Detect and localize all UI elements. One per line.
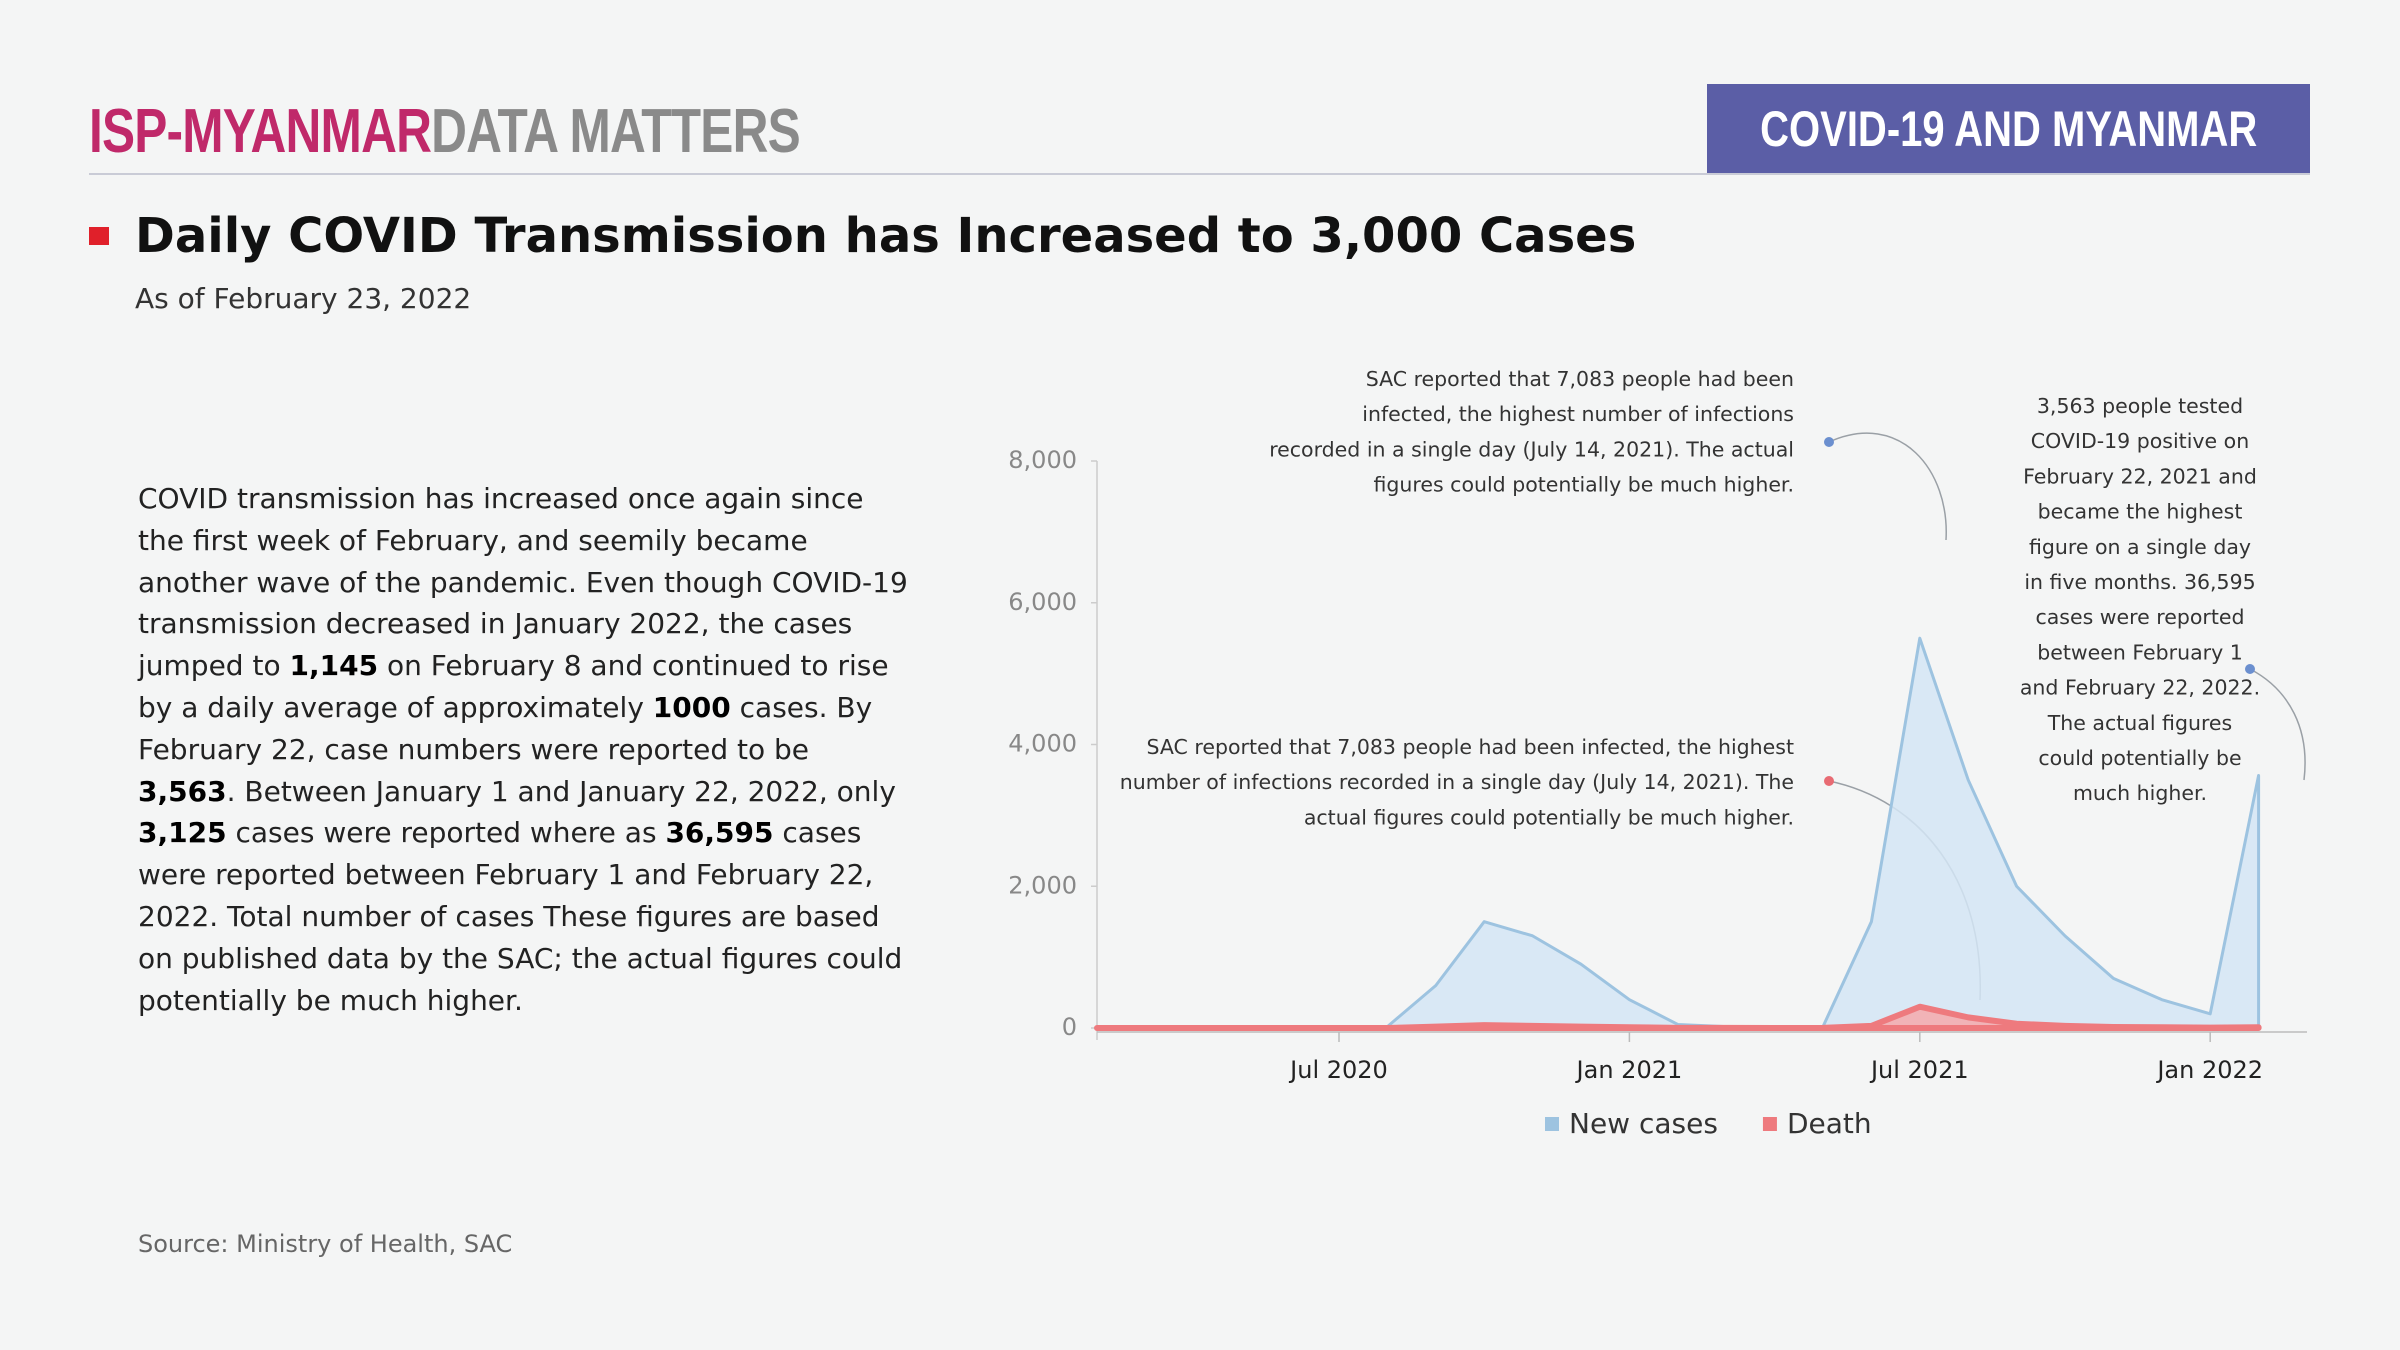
brand-tagline: DATA MATTERS <box>431 97 801 166</box>
body-figure: 1000 <box>652 690 731 724</box>
annotation-text: The actual figures <box>2047 711 2232 735</box>
body-text-run: COVID transmission has increased once ag… <box>138 482 908 683</box>
brand: ISP-MYANMARDATA MATTERS <box>89 96 801 167</box>
annotation-text: 3,563 people tested <box>2037 394 2243 418</box>
body-figure: 3,563 <box>138 774 227 808</box>
body-text-run: on February 8 and continued to rise by a… <box>138 649 889 724</box>
annotation-text: in five months. 36,595 <box>2024 570 2255 594</box>
annotation-dot <box>2245 664 2255 674</box>
annotation-text: could potentially be <box>2038 746 2241 770</box>
body-figure: 36,595 <box>665 816 774 850</box>
annotation-text: figures could potentially be much higher… <box>1373 473 1794 497</box>
annotation-text: became the highest <box>2038 500 2243 524</box>
y-tick-label: 4,000 <box>1008 730 1077 758</box>
body-text-run: . Between January 1 and January 22, 2022… <box>226 774 896 808</box>
area-series <box>1094 1003 2262 1031</box>
chart-title: Daily COVID Transmission has Increased t… <box>135 208 1637 264</box>
y-tick-label: 0 <box>1062 1013 1077 1041</box>
x-tick-label: Jan 2022 <box>2155 1056 2263 1084</box>
y-tick-label: 2,000 <box>1008 871 1077 899</box>
annotation-text: infected, the highest number of infectio… <box>1362 402 1794 426</box>
annotation-text: much higher. <box>2073 781 2207 805</box>
annotation-dot <box>1824 437 1834 447</box>
body-figure: 1,145 <box>289 649 379 683</box>
title-marker <box>89 227 109 245</box>
y-tick-label: 8,000 <box>1008 446 1077 474</box>
body-text-run: cases were reported where as <box>226 816 666 850</box>
annotation-text: SAC reported that 7,083 people had been <box>1366 367 1794 391</box>
annotation-dot <box>1824 776 1834 786</box>
header-rule <box>89 173 2310 175</box>
annotation-connector <box>2249 668 2306 781</box>
body-text: COVID transmission has increased once ag… <box>138 478 913 1021</box>
body-figure: 3,125 <box>138 816 227 850</box>
legend-swatch <box>1545 1117 1559 1131</box>
legend-label: Death <box>1787 1107 1872 1140</box>
body-text-run: cases. By February 22, case numbers were… <box>138 690 873 766</box>
brand-name: ISP-MYANMAR <box>89 97 432 166</box>
body-text-run: cases were reported between February 1 a… <box>138 816 903 1017</box>
topic-text: COVID-19 AND MYANMAR <box>1759 100 2258 157</box>
annotation-text: COVID-19 positive on <box>2031 429 2249 453</box>
legend-label: New cases <box>1569 1107 1718 1140</box>
x-tick-label: Jul 2021 <box>1869 1056 1969 1084</box>
annotation-connector <box>1828 432 1947 541</box>
y-tick-label: 6,000 <box>1008 588 1077 616</box>
annotation-text: between February 1 <box>2037 640 2243 664</box>
topic-banner: COVID-19 AND MYANMAR <box>1707 84 2310 173</box>
chart-subtitle: As of February 23, 2022 <box>135 282 472 315</box>
annotation-text: recorded in a single day (July 14, 2021)… <box>1269 437 1794 461</box>
annotation-text: cases were reported <box>2035 605 2244 629</box>
annotation-text: February 22, 2021 and <box>2023 464 2257 488</box>
annotation-text: SAC reported that 7,083 people had been … <box>1147 735 1795 759</box>
annotation-text: actual figures could potentially be much… <box>1304 805 1794 829</box>
legend-swatch <box>1762 1117 1777 1131</box>
x-tick-label: Jul 2020 <box>1288 1056 1388 1084</box>
source-note: Source: Ministry of Health, SAC <box>138 1230 513 1258</box>
annotation-text: figure on a single day <box>2029 535 2251 559</box>
x-tick-label: Jan 2021 <box>1575 1056 1683 1084</box>
annotation-text: and February 22, 2022. <box>2020 676 2260 700</box>
annotation-text: number of infections recorded in a singl… <box>1120 770 1794 794</box>
